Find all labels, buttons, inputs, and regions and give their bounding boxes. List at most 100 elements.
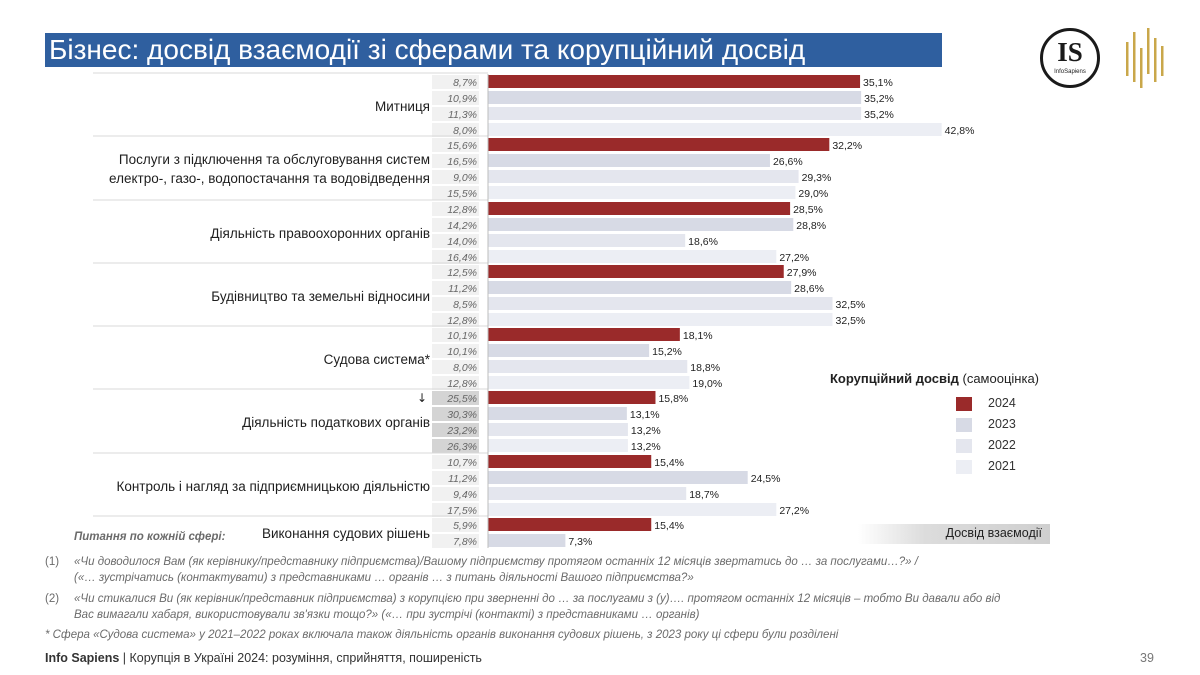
- bar-2024: [488, 518, 652, 531]
- bar-value-label: 7,3%: [568, 536, 592, 548]
- interaction-value: 9,0%: [453, 172, 477, 184]
- bar-value-label: 32,2%: [832, 140, 862, 152]
- bar-2023: [488, 471, 748, 484]
- logo-subtitle: InfoSapiens: [1054, 69, 1086, 75]
- bar-2024: [488, 75, 861, 88]
- category-label: Контроль і нагляд за підприємницькою дія…: [116, 478, 430, 494]
- bar-value-label: 35,2%: [864, 93, 894, 105]
- legend-swatch: [956, 460, 972, 474]
- bar-value-label: 27,2%: [779, 505, 809, 517]
- bar-2024: [488, 328, 680, 341]
- bar-value-label: 35,1%: [863, 77, 893, 89]
- bar-2023: [488, 281, 792, 294]
- legend-swatch: [956, 418, 972, 432]
- bar-value-label: 28,8%: [796, 220, 826, 232]
- category-label: Виконання судових рішень: [261, 525, 430, 541]
- bar-value-label: 13,2%: [631, 441, 661, 453]
- bar-2023: [488, 91, 862, 104]
- bar-2022: [488, 107, 862, 120]
- interaction-value: 14,0%: [447, 236, 477, 248]
- bar-2021: [488, 313, 833, 326]
- bar-value-label: 35,2%: [864, 109, 894, 121]
- interaction-value: 9,4%: [453, 489, 477, 501]
- interaction-cell: [432, 250, 479, 264]
- footer-text: | Корупція в Україні 2024: розуміння, сп…: [119, 651, 482, 665]
- category-label: Діяльність правоохоронних органів: [210, 225, 430, 241]
- note-2-line-1: «Чи стикалися Ви (як керівник/представни…: [74, 593, 1001, 605]
- bar-value-label: 27,9%: [787, 267, 817, 279]
- interaction-cell: [432, 344, 479, 358]
- legend-swatch: [956, 439, 972, 453]
- bar-value-label: 18,6%: [688, 236, 718, 248]
- interaction-value: 10,9%: [447, 93, 477, 105]
- bar-2024: [488, 202, 791, 215]
- category-label: Будівництво та земельні відносини: [211, 288, 430, 304]
- interaction-cell: [432, 423, 479, 437]
- down-arrow-icon: ↓: [417, 391, 427, 405]
- infosapiens-logo: IS InfoSapiens: [1040, 28, 1100, 88]
- interaction-value: 15,5%: [447, 188, 477, 200]
- bar-2021: [488, 250, 777, 263]
- bar-value-label: 32,5%: [836, 315, 866, 327]
- interaction-cell: [432, 186, 479, 200]
- bar-2021: [488, 439, 628, 452]
- bar-2024: [488, 391, 656, 404]
- interaction-value: 8,0%: [453, 362, 477, 374]
- interaction-cell: [432, 281, 479, 295]
- bar-value-label: 29,3%: [802, 172, 832, 184]
- interaction-value: 16,5%: [447, 156, 477, 168]
- interaction-value: 10,7%: [447, 457, 477, 469]
- bar-value-label: 13,1%: [630, 409, 660, 421]
- bar-2023: [488, 218, 794, 231]
- interaction-experience-label: Досвід взаємодії: [945, 526, 1042, 540]
- bar-value-label: 24,5%: [751, 473, 781, 485]
- interaction-cell: [432, 265, 479, 279]
- note-2-line-2: Вас вимагали хабаря, використовували зв'…: [74, 609, 700, 621]
- partner-logo-icon: [1126, 28, 1164, 88]
- bar-2021: [488, 123, 942, 136]
- category-label: Митниця: [374, 98, 430, 114]
- bar-value-label: 18,7%: [689, 489, 719, 501]
- interaction-cell: [432, 170, 479, 184]
- title-bar: Бізнес: досвід взаємодії зі сферами та к…: [45, 33, 942, 67]
- interaction-value: 10,1%: [447, 330, 477, 342]
- interaction-value: 17,5%: [447, 505, 477, 517]
- bar-2022: [488, 487, 687, 500]
- bar-value-label: 15,2%: [652, 346, 682, 358]
- interaction-value: 5,9%: [453, 520, 477, 532]
- footer-brand: Info Sapiens: [45, 651, 120, 665]
- interaction-value: 26,3%: [446, 441, 477, 453]
- legend-label: 2022: [988, 438, 1016, 452]
- footer: Info Sapiens | Корупція в Україні 2024: …: [45, 651, 482, 665]
- interaction-value: 12,8%: [447, 204, 477, 216]
- category-label: Діяльність податкових органів: [242, 414, 430, 430]
- bar-value-label: 18,8%: [690, 362, 720, 374]
- interaction-cell: [432, 91, 479, 105]
- bar-2021: [488, 376, 690, 389]
- note-1-line-2: («… зустрічатись (контактувати) з предст…: [74, 572, 694, 584]
- bar-value-label: 26,6%: [773, 156, 803, 168]
- interaction-value: 8,5%: [453, 299, 477, 311]
- bar-2022: [488, 297, 833, 310]
- bar-value-label: 28,6%: [794, 283, 824, 295]
- bar-2022: [488, 234, 686, 247]
- interaction-experience-tag: Досвід взаємодії: [858, 524, 1050, 544]
- interaction-cell: [432, 75, 479, 89]
- bar-2021: [488, 503, 777, 516]
- note-2-number: (2): [45, 593, 60, 605]
- interaction-cell: [432, 360, 479, 374]
- interaction-cell: [432, 297, 479, 311]
- legend-title-rest: (самооцінка): [958, 371, 1040, 386]
- interaction-value: 12,8%: [447, 378, 477, 390]
- interaction-cell: [432, 439, 479, 453]
- bar-value-label: 13,2%: [631, 425, 661, 437]
- bar-2023: [488, 407, 627, 420]
- bar-value-label: 29,0%: [798, 188, 828, 200]
- legend-label: 2023: [988, 417, 1016, 431]
- footnote-star: * Сфера «Судова система» у 2021–2022 рок…: [45, 629, 839, 641]
- bar-value-label: 15,8%: [658, 393, 688, 405]
- interaction-value: 11,2%: [448, 473, 477, 485]
- bar-2024: [488, 455, 652, 468]
- interaction-value: 23,2%: [446, 425, 477, 437]
